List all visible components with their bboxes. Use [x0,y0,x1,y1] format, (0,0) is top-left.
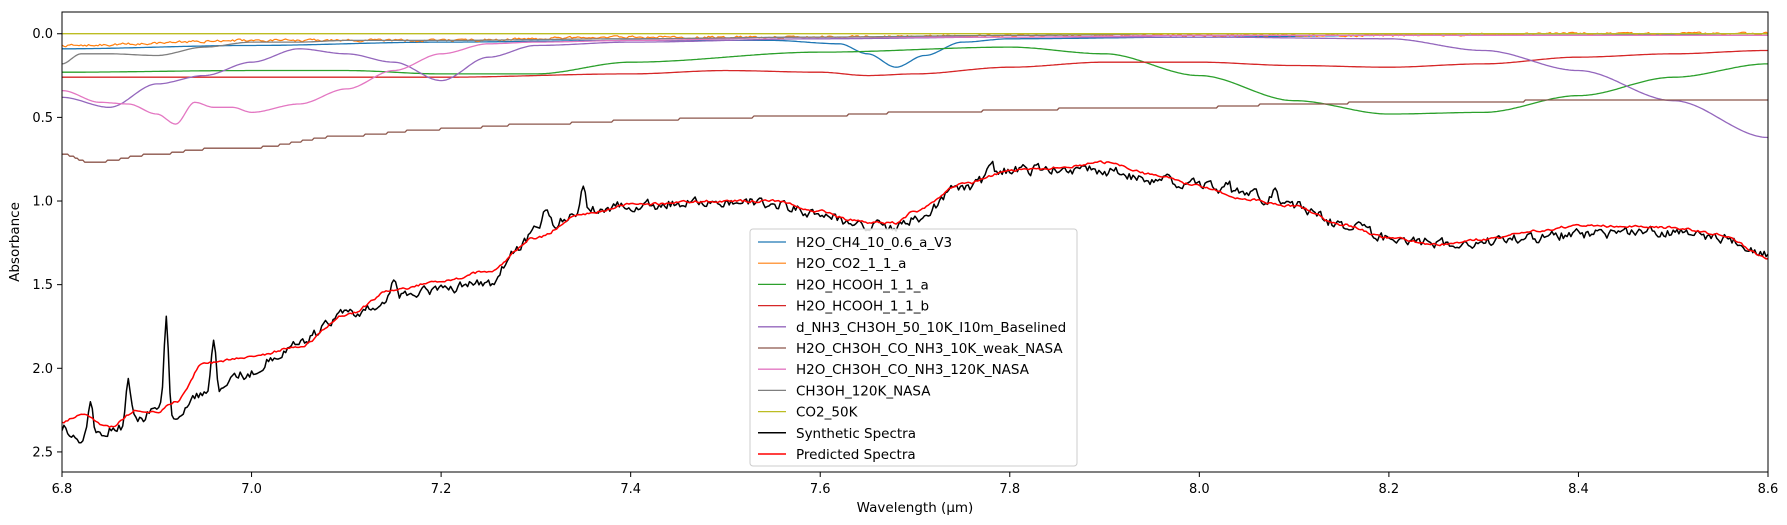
x-tick-label: 7.6 [810,482,831,497]
x-tick-label: 6.8 [52,482,73,497]
y-tick-label: 1.5 [32,278,53,293]
legend-entry: H2O_HCOOH_1_1_b [796,299,929,315]
x-tick-label: 8.2 [1379,482,1400,497]
x-tick-label: 7.2 [431,482,452,497]
legend-entry: Synthetic Spectra [796,426,916,442]
legend-entry: H2O_CH3OH_CO_NH3_10K_weak_NASA [796,341,1063,357]
x-tick-label: 7.4 [620,482,641,497]
x-tick-label: 8.0 [1189,482,1210,497]
series-line [62,36,1768,139]
y-axis-label: Absorbance [7,202,23,282]
y-tick-label: 0.0 [32,27,53,42]
y-tick-label: 2.0 [32,362,53,377]
plot-frame [61,11,1769,473]
x-tick-label: 8.6 [1758,482,1779,497]
series-line [62,49,1768,78]
y-axis: 0.0 0.5 1.0 1.5 2.0 2.5 [32,27,62,460]
y-tick-label: 0.5 [32,111,53,126]
x-tick-label: 7.8 [999,482,1020,497]
legend-box [749,228,1078,467]
x-tick-label: 7.0 [241,482,262,497]
x-tick-label: 8.4 [1568,482,1589,497]
legend-entry: CO2_50K [796,405,859,421]
x-axis: 6.8 7.0 7.2 7.4 7.6 7.8 8.0 8.2 8.4 8.6 [52,472,1779,497]
y-tick-label: 2.5 [32,445,53,460]
series-layer [62,31,1768,444]
series-line [62,99,1768,163]
x-axis-label: Wavelength (μm) [857,500,974,516]
series-line [62,34,1768,125]
legend-entry: CH3OH_120K_NASA [796,383,931,399]
series-line [62,160,1768,444]
series-line [62,160,1768,428]
series-line [62,46,1768,115]
y-tick-label: 1.0 [32,195,53,210]
legend-entry: d_NH3_CH3OH_50_10K_I10m_Baselined [796,320,1066,336]
legend-entry: H2O_CH4_10_0.6_a_V3 [796,235,952,251]
legend: H2O_CH4_10_0.6_a_V3 H2O_CO2_1_1_a H2O_HCOO… [749,228,1078,467]
legend-entry: H2O_CH3OH_CO_NH3_120K_NASA [796,362,1030,378]
legend-entry: H2O_HCOOH_1_1_a [796,277,929,293]
legend-entry: Predicted Spectra [796,447,916,463]
legend-entry: H2O_CO2_1_1_a [796,256,906,272]
